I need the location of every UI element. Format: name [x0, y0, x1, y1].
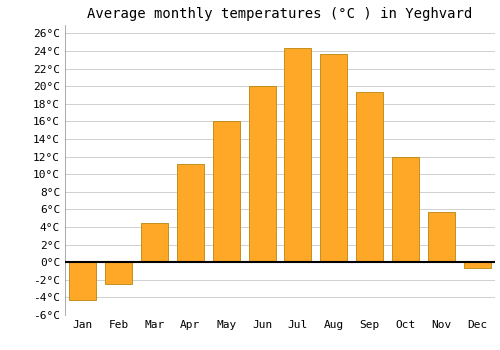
Bar	[248, 86, 276, 262]
Bar	[428, 212, 454, 262]
Bar	[213, 121, 240, 262]
Bar	[70, 262, 96, 300]
Bar	[106, 262, 132, 284]
Bar	[464, 262, 490, 268]
Title: Average monthly temperatures (°C ) in Yeghvard: Average monthly temperatures (°C ) in Ye…	[88, 7, 472, 21]
Bar	[177, 163, 204, 262]
Bar	[320, 54, 347, 262]
Bar	[284, 48, 312, 262]
Bar	[392, 156, 419, 262]
Bar	[141, 223, 168, 262]
Bar	[356, 92, 383, 262]
